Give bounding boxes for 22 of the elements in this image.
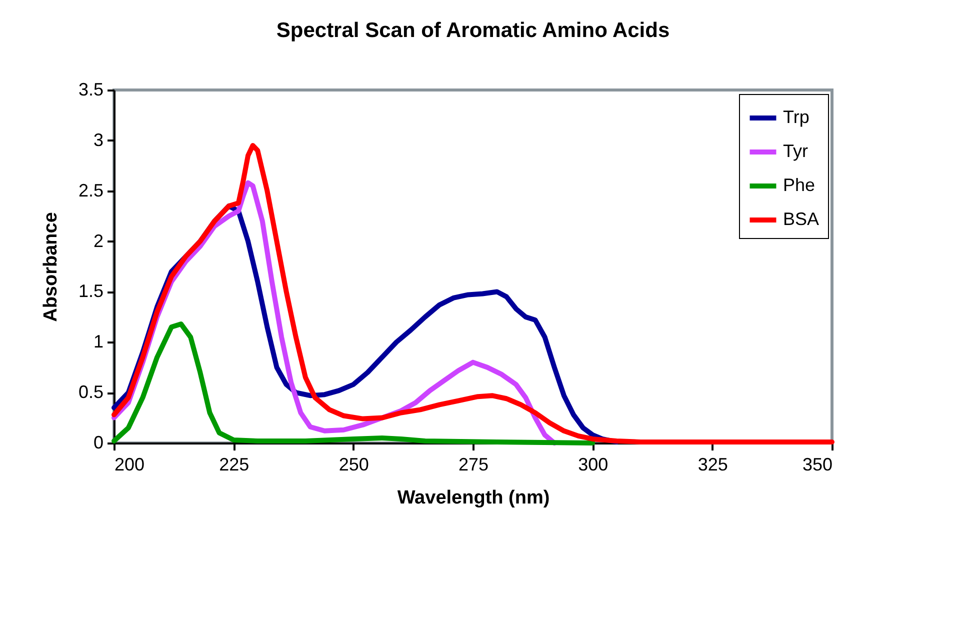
y-tick-label: 1.5 [78, 281, 104, 302]
y-tick-label: 1 [93, 332, 104, 352]
x-tick-label: 350 [802, 454, 832, 474]
y-tick-label: 0 [93, 432, 104, 452]
y-tick-label: 0.5 [78, 382, 104, 402]
legend-label: BSA [783, 209, 820, 229]
x-tick-label: 200 [114, 454, 145, 474]
chart-title: Spectral Scan of Aromatic Amino Acids [276, 19, 670, 42]
x-tick-label: 300 [578, 454, 608, 474]
y-tick-label: 2 [93, 230, 104, 251]
x-tick-label: 225 [219, 454, 250, 474]
x-tick-label: 250 [338, 454, 369, 474]
y-tick-label: 3 [93, 130, 104, 150]
x-tick-label: 275 [458, 454, 489, 474]
legend-label: Phe [783, 175, 816, 195]
legend-label: Trp [783, 107, 810, 127]
y-tick-label: 3.5 [78, 80, 104, 100]
x-axis-title: Wavelength (nm) [397, 488, 550, 508]
x-tick-label: 325 [698, 454, 728, 474]
y-tick-label: 2.5 [78, 180, 104, 200]
y-axis-title: Absorbance [40, 212, 62, 322]
legend-label: Tyr [783, 141, 808, 161]
